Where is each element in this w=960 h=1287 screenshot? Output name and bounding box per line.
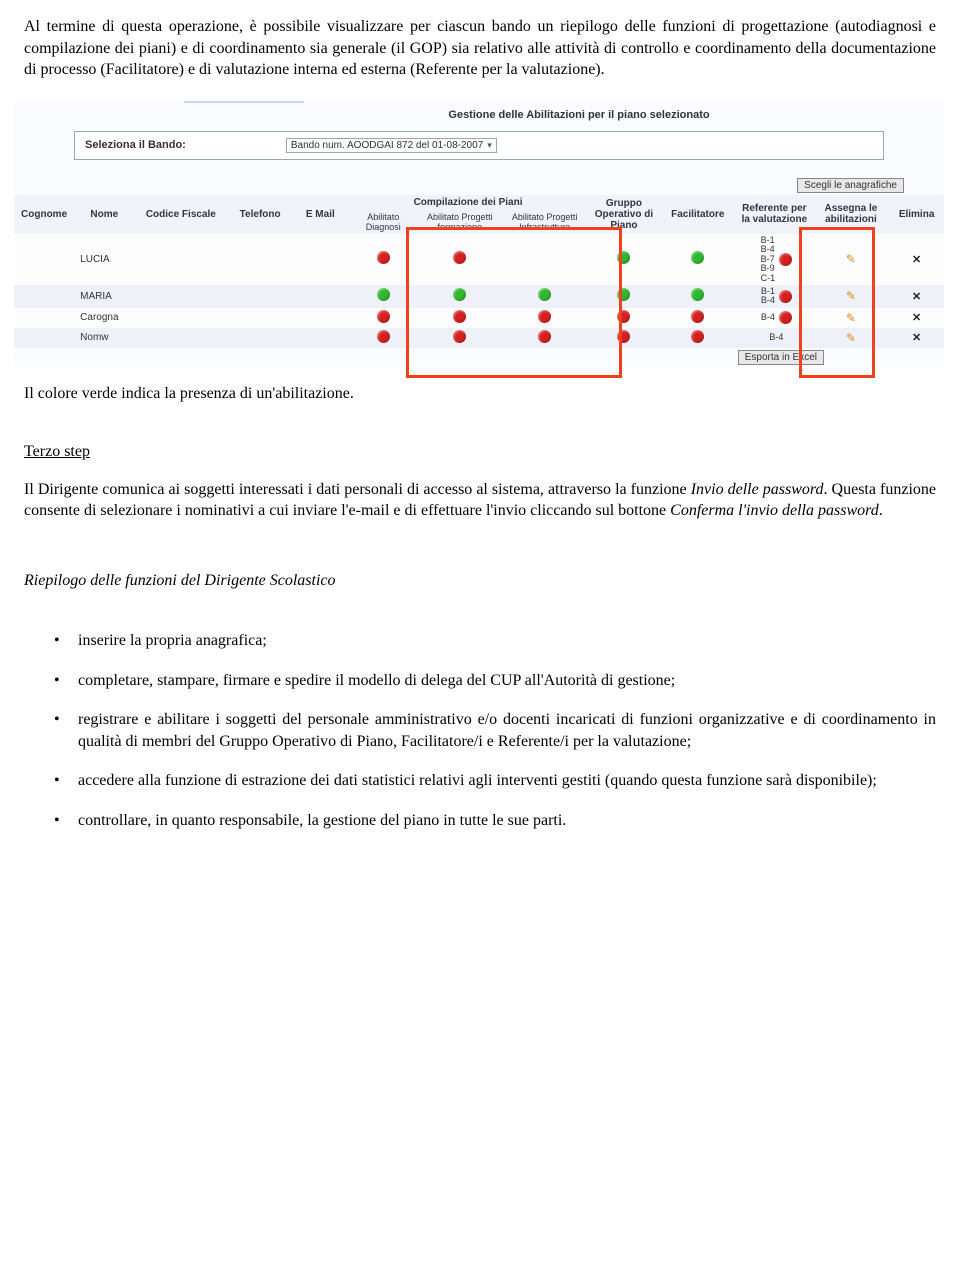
status-dot-icon — [779, 253, 792, 266]
th-nome: Nome — [74, 195, 134, 234]
cell-nome: MARIA — [74, 285, 134, 308]
status-dot-icon — [377, 330, 390, 343]
panel-title: Gestione delle Abilitazioni per il piano… — [354, 109, 804, 121]
list-item: controllare, in quanto responsabile, la … — [54, 810, 936, 832]
codes-text: B-4 — [765, 333, 783, 342]
th-sub2: Abilitato Progetti formazione — [419, 210, 501, 234]
intro-paragraph: Al termine di questa operazione, è possi… — [24, 16, 936, 81]
table-row: Nomw B-4 ✎ ✕ — [14, 328, 944, 348]
list-item: registrare e abilitare i soggetti del pe… — [54, 709, 936, 752]
status-dot-icon — [453, 310, 466, 323]
status-dot-icon — [377, 310, 390, 323]
cell-nome: Carogna — [74, 308, 134, 328]
status-dot-icon — [691, 251, 704, 264]
status-dot-icon — [617, 288, 630, 301]
th-telefono: Telefono — [227, 195, 293, 234]
status-dot-icon — [617, 251, 630, 264]
status-dot-icon — [453, 288, 466, 301]
abilitazioni-panel: Gestione delle Abilitazioni per il piano… — [14, 101, 944, 367]
table-row: Carogna B-4 ✎ ✕ — [14, 308, 944, 328]
color-caption: Il colore verde indica la presenza di un… — [24, 385, 936, 403]
list-item: accedere alla funzione di estrazione dei… — [54, 770, 936, 792]
step-title: Terzo step — [24, 443, 936, 461]
status-dot-icon — [377, 251, 390, 264]
list-item: inserire la propria anagrafica; — [54, 630, 936, 652]
abilitazioni-table: Cognome Nome Codice Fiscale Telefono E M… — [14, 195, 944, 348]
bando-value: Bando num. AOODGAI 872 del 01-08-2007 — [291, 140, 483, 151]
bando-label: Seleziona il Bando: — [85, 139, 186, 151]
cell-nome: LUCIA — [74, 234, 134, 285]
bando-selector-box: Seleziona il Bando: Bando num. AOODGAI 8… — [74, 131, 884, 160]
edit-icon[interactable]: ✎ — [846, 252, 856, 266]
esporta-excel-button[interactable]: Esporta in Excel — [738, 350, 824, 365]
status-dot-icon — [538, 330, 551, 343]
status-dot-icon — [779, 311, 792, 324]
status-dot-icon — [453, 330, 466, 343]
th-comp: Compilazione dei Piani — [348, 195, 589, 210]
cell-nome: Nomw — [74, 328, 134, 348]
chevron-down-icon: ▾ — [487, 140, 492, 151]
edit-icon[interactable]: ✎ — [846, 331, 856, 345]
table-row: LUCIA B-1B-4B-7B-9C-1 ✎ ✕ — [14, 234, 944, 285]
th-sub3: Abilitato Progetti Infrastrutture — [501, 210, 589, 234]
th-elimina: Elimina — [889, 195, 944, 234]
codes-text: B-1B-4 — [757, 287, 775, 306]
riepilogo-list: inserire la propria anagrafica; completar… — [24, 630, 936, 832]
delete-icon[interactable]: ✕ — [912, 291, 921, 303]
th-email: E Mail — [293, 195, 348, 234]
status-dot-icon — [538, 288, 551, 301]
th-referente: Referente per la valutazione — [736, 195, 813, 234]
th-cf: Codice Fiscale — [134, 195, 227, 234]
list-item: completare, stampare, firmare e spedire … — [54, 670, 936, 692]
delete-icon[interactable]: ✕ — [912, 332, 921, 344]
edit-icon[interactable]: ✎ — [846, 289, 856, 303]
codes-text: B-4 — [757, 313, 775, 322]
separator — [184, 101, 304, 103]
bando-select[interactable]: Bando num. AOODGAI 872 del 01-08-2007 ▾ — [286, 138, 497, 153]
riepilogo-heading: Riepilogo delle funzioni del Dirigente S… — [24, 572, 936, 590]
scegli-anagrafiche-button[interactable]: Scegli le anagrafiche — [797, 178, 904, 193]
delete-icon[interactable]: ✕ — [912, 312, 921, 324]
th-assegna: Assegna le abilitazioni — [813, 195, 890, 234]
table-row: MARIA B-1B-4 ✎ ✕ — [14, 285, 944, 308]
status-dot-icon — [779, 290, 792, 303]
th-facil: Facilitatore — [659, 195, 736, 234]
delete-icon[interactable]: ✕ — [912, 254, 921, 266]
status-dot-icon — [691, 330, 704, 343]
th-cognome: Cognome — [14, 195, 74, 234]
status-dot-icon — [691, 310, 704, 323]
status-dot-icon — [453, 251, 466, 264]
th-gruppo: Gruppo Operativo di Piano — [588, 195, 659, 234]
status-dot-icon — [377, 288, 390, 301]
step-body: Il Dirigente comunica ai soggetti intere… — [24, 479, 936, 522]
codes-text: B-1B-4B-7B-9C-1 — [757, 236, 776, 283]
status-dot-icon — [617, 310, 630, 323]
edit-icon[interactable]: ✎ — [846, 311, 856, 325]
status-dot-icon — [617, 330, 630, 343]
status-dot-icon — [538, 310, 551, 323]
status-dot-icon — [691, 288, 704, 301]
th-sub1: Abilitato Diagnosi — [348, 210, 419, 234]
